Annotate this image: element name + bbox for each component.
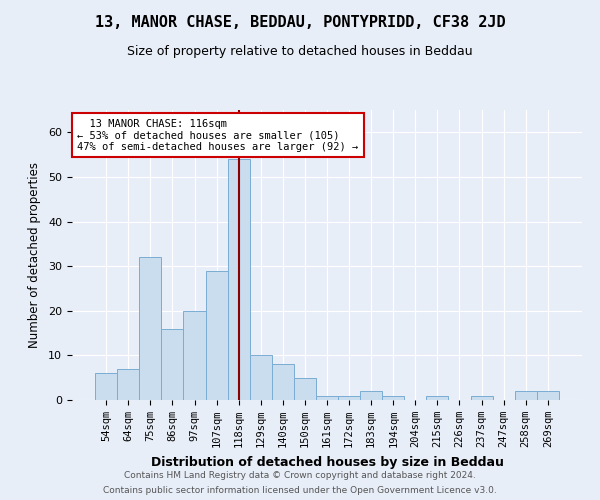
Bar — [95, 373, 117, 400]
Text: Contains public sector information licensed under the Open Government Licence v3: Contains public sector information licen… — [103, 486, 497, 495]
Bar — [515, 391, 537, 400]
X-axis label: Distribution of detached houses by size in Beddau: Distribution of detached houses by size … — [151, 456, 503, 468]
Bar — [184, 311, 206, 400]
Bar — [427, 396, 448, 400]
Bar — [470, 396, 493, 400]
Bar — [227, 159, 250, 400]
Text: Contains HM Land Registry data © Crown copyright and database right 2024.: Contains HM Land Registry data © Crown c… — [124, 471, 476, 480]
Bar — [272, 364, 294, 400]
Bar — [117, 369, 139, 400]
Bar — [382, 396, 404, 400]
Bar — [360, 391, 382, 400]
Bar — [537, 391, 559, 400]
Bar — [250, 356, 272, 400]
Bar — [139, 257, 161, 400]
Y-axis label: Number of detached properties: Number of detached properties — [28, 162, 41, 348]
Bar — [206, 270, 227, 400]
Bar — [338, 396, 360, 400]
Text: 13, MANOR CHASE, BEDDAU, PONTYPRIDD, CF38 2JD: 13, MANOR CHASE, BEDDAU, PONTYPRIDD, CF3… — [95, 15, 505, 30]
Text: 13 MANOR CHASE: 116sqm
← 53% of detached houses are smaller (105)
47% of semi-de: 13 MANOR CHASE: 116sqm ← 53% of detached… — [77, 118, 358, 152]
Bar — [316, 396, 338, 400]
Bar — [161, 328, 184, 400]
Text: Size of property relative to detached houses in Beddau: Size of property relative to detached ho… — [127, 45, 473, 58]
Bar — [294, 378, 316, 400]
